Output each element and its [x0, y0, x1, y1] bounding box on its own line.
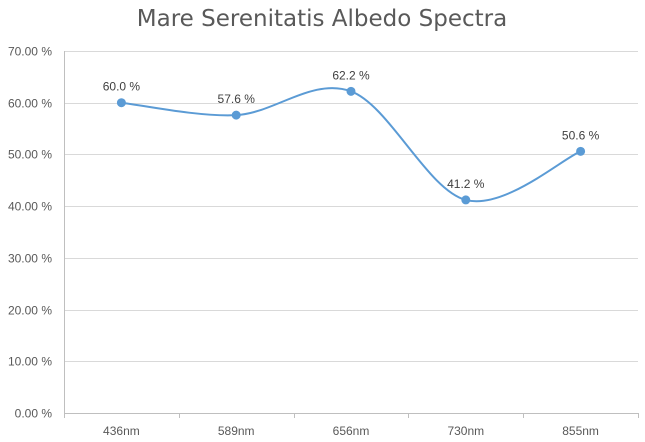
data-labels: 60.0 % 57.6 % 62.2 % 41.2 % 50.6 %	[103, 68, 600, 191]
y-tick-label: 20.00 %	[8, 304, 52, 318]
y-tick-label: 30.00 %	[8, 252, 52, 266]
series-line	[121, 87, 582, 203]
y-axis: 0.00 % 10.00 % 20.00 % 30.00 % 40.00 % 50.00 …	[8, 45, 65, 421]
x-tick-label: 436nm	[103, 424, 140, 438]
y-tick-label: 10.00 %	[8, 355, 52, 369]
data-label: 41.2 %	[447, 177, 485, 191]
data-label: 50.6 %	[562, 128, 600, 142]
y-tick-label: 0.00 %	[15, 407, 53, 421]
y-tick-label: 50.00 %	[8, 148, 52, 162]
x-tick-label: 855nm	[562, 424, 599, 438]
y-tick-label: 60.00 %	[8, 97, 52, 111]
data-label: 57.6 %	[218, 92, 256, 106]
y-tick-label: 70.00 %	[8, 45, 52, 59]
gridlines	[64, 51, 638, 362]
y-tick-label: 40.00 %	[8, 200, 52, 214]
x-tick-label: 656nm	[333, 424, 370, 438]
data-point	[461, 195, 471, 205]
x-tick-label: 730nm	[447, 424, 484, 438]
data-point	[576, 146, 586, 156]
data-point	[346, 86, 356, 96]
chart-title: Mare Serenitatis Albedo Spectra	[137, 6, 507, 32]
data-label: 62.2 %	[332, 68, 370, 82]
data-point	[116, 98, 126, 108]
x-tick-label: 589nm	[218, 424, 255, 438]
data-point	[231, 110, 241, 120]
data-label: 60.0 %	[103, 80, 141, 94]
x-axis: 436nm 589nm 656nm 730nm 855nm	[64, 413, 639, 438]
series-group	[116, 86, 586, 205]
